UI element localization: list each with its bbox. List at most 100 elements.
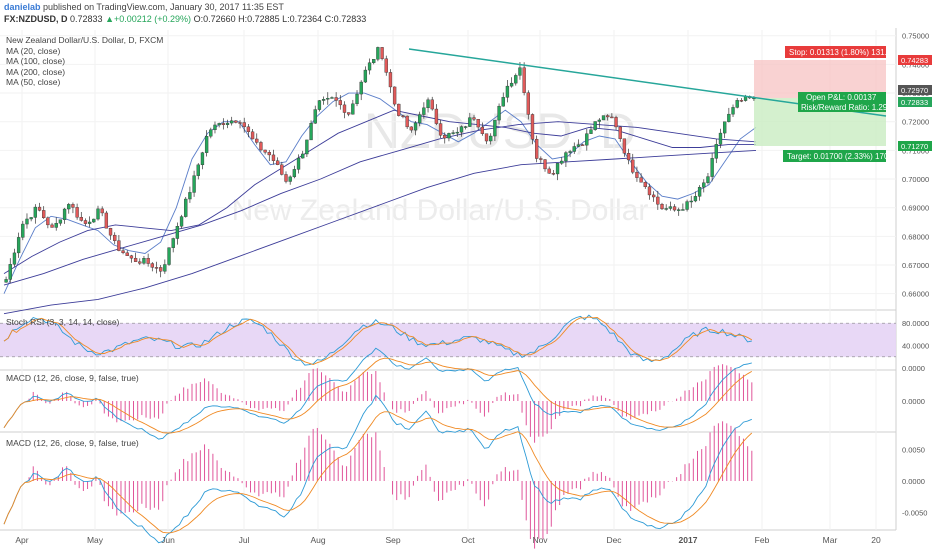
candle	[284, 174, 288, 182]
candle	[660, 204, 664, 210]
candle	[334, 97, 338, 101]
candle	[138, 261, 142, 264]
y-tick-label: 0.72000	[902, 118, 929, 127]
candle	[67, 204, 71, 210]
pnl-label-box	[798, 92, 886, 112]
candle	[71, 204, 75, 208]
candle	[626, 153, 631, 161]
candle	[355, 93, 359, 105]
legend-ma20[interactable]: MA (20, close)	[6, 45, 61, 56]
candle	[647, 186, 652, 196]
candle	[313, 109, 317, 124]
y-tick-label: 0.68000	[902, 232, 929, 241]
candle	[146, 258, 150, 264]
candle	[526, 92, 530, 115]
candle	[501, 97, 505, 107]
candle	[50, 224, 54, 228]
legend-ma50[interactable]: MA (50, close)	[6, 77, 61, 87]
candle	[463, 126, 468, 128]
ma-line	[3, 92, 757, 294]
candle	[539, 158, 543, 160]
candle	[635, 171, 639, 178]
pnl-label: Open P&L: 0.00137	[806, 93, 877, 102]
legend-ma100[interactable]: MA (100, close)	[6, 56, 66, 66]
candle	[697, 187, 702, 197]
candle	[204, 136, 209, 153]
candle	[689, 200, 693, 203]
candles	[4, 46, 756, 283]
candle	[188, 192, 192, 200]
price-change: +0.00212 (+0.29%)	[114, 14, 192, 24]
candle	[718, 132, 723, 145]
candle	[731, 107, 735, 115]
candle	[447, 133, 451, 139]
candle	[547, 168, 551, 174]
stop-zone	[754, 60, 886, 98]
change-arrow-icon: ▲	[105, 14, 114, 24]
candle	[518, 67, 522, 76]
candle	[104, 212, 109, 229]
candle	[677, 209, 681, 211]
candle	[79, 217, 83, 221]
candle	[321, 99, 326, 101]
candle	[142, 258, 146, 264]
publish-info: danielab published on TradingView.com, J…	[4, 2, 284, 12]
macd1-macd-line	[3, 347, 752, 440]
target-price: 0.71270	[901, 142, 928, 151]
rr-label: Risk/Reward Ratio: 1.29	[801, 103, 888, 112]
candle	[92, 218, 96, 223]
candle	[305, 139, 309, 155]
candle	[376, 47, 380, 60]
y-tick-label: 0.69000	[902, 204, 929, 213]
candle	[438, 123, 443, 136]
candle	[459, 126, 464, 133]
candle	[560, 160, 564, 164]
author-name[interactable]: danielab	[4, 2, 41, 12]
candle	[426, 99, 430, 109]
main-legend: New Zealand Dollar/U.S. Dollar, D, FXCM …	[6, 35, 163, 88]
candle	[530, 114, 535, 140]
candle	[167, 247, 171, 265]
candle	[568, 151, 572, 153]
candle	[234, 120, 238, 123]
candle	[597, 119, 601, 122]
candle	[342, 104, 347, 113]
candle	[685, 201, 689, 210]
candle	[4, 279, 8, 283]
macd2-label[interactable]: MACD (12, 26, close, 9, false, true)	[6, 438, 139, 448]
entry-price: 0.72970	[901, 86, 928, 95]
candle	[217, 123, 221, 126]
candle	[610, 116, 614, 119]
macd1-label[interactable]: MACD (12, 26, close, 9, false, true)	[6, 373, 139, 383]
candle	[564, 152, 568, 162]
candle	[472, 117, 476, 120]
candle	[37, 206, 42, 211]
candle	[62, 208, 67, 220]
stoch-label[interactable]: Stoch RSI (3, 3, 14, 14, close)	[6, 317, 120, 327]
candle	[330, 97, 334, 99]
y-tick-label: 0.0000	[902, 397, 925, 406]
candle	[280, 164, 284, 175]
candle	[668, 206, 673, 209]
candle	[184, 198, 188, 217]
candle	[535, 138, 539, 159]
symbol-name[interactable]: FX:NZDUSD, D	[4, 14, 68, 24]
candle	[288, 176, 292, 182]
candle	[225, 122, 230, 125]
last-price: 0.72833	[70, 14, 103, 24]
candle	[246, 126, 251, 133]
candle	[113, 234, 117, 241]
legend-ma200[interactable]: MA (200, close)	[6, 66, 66, 77]
y-tick-label: 40.0000	[902, 342, 929, 351]
candle	[434, 108, 439, 124]
candle	[497, 105, 501, 121]
candle	[159, 267, 163, 272]
candle	[392, 86, 397, 105]
candle	[522, 67, 526, 93]
candle	[108, 228, 113, 236]
candle	[710, 158, 714, 177]
candle	[100, 208, 104, 214]
candle	[706, 176, 710, 183]
candle	[255, 138, 259, 143]
